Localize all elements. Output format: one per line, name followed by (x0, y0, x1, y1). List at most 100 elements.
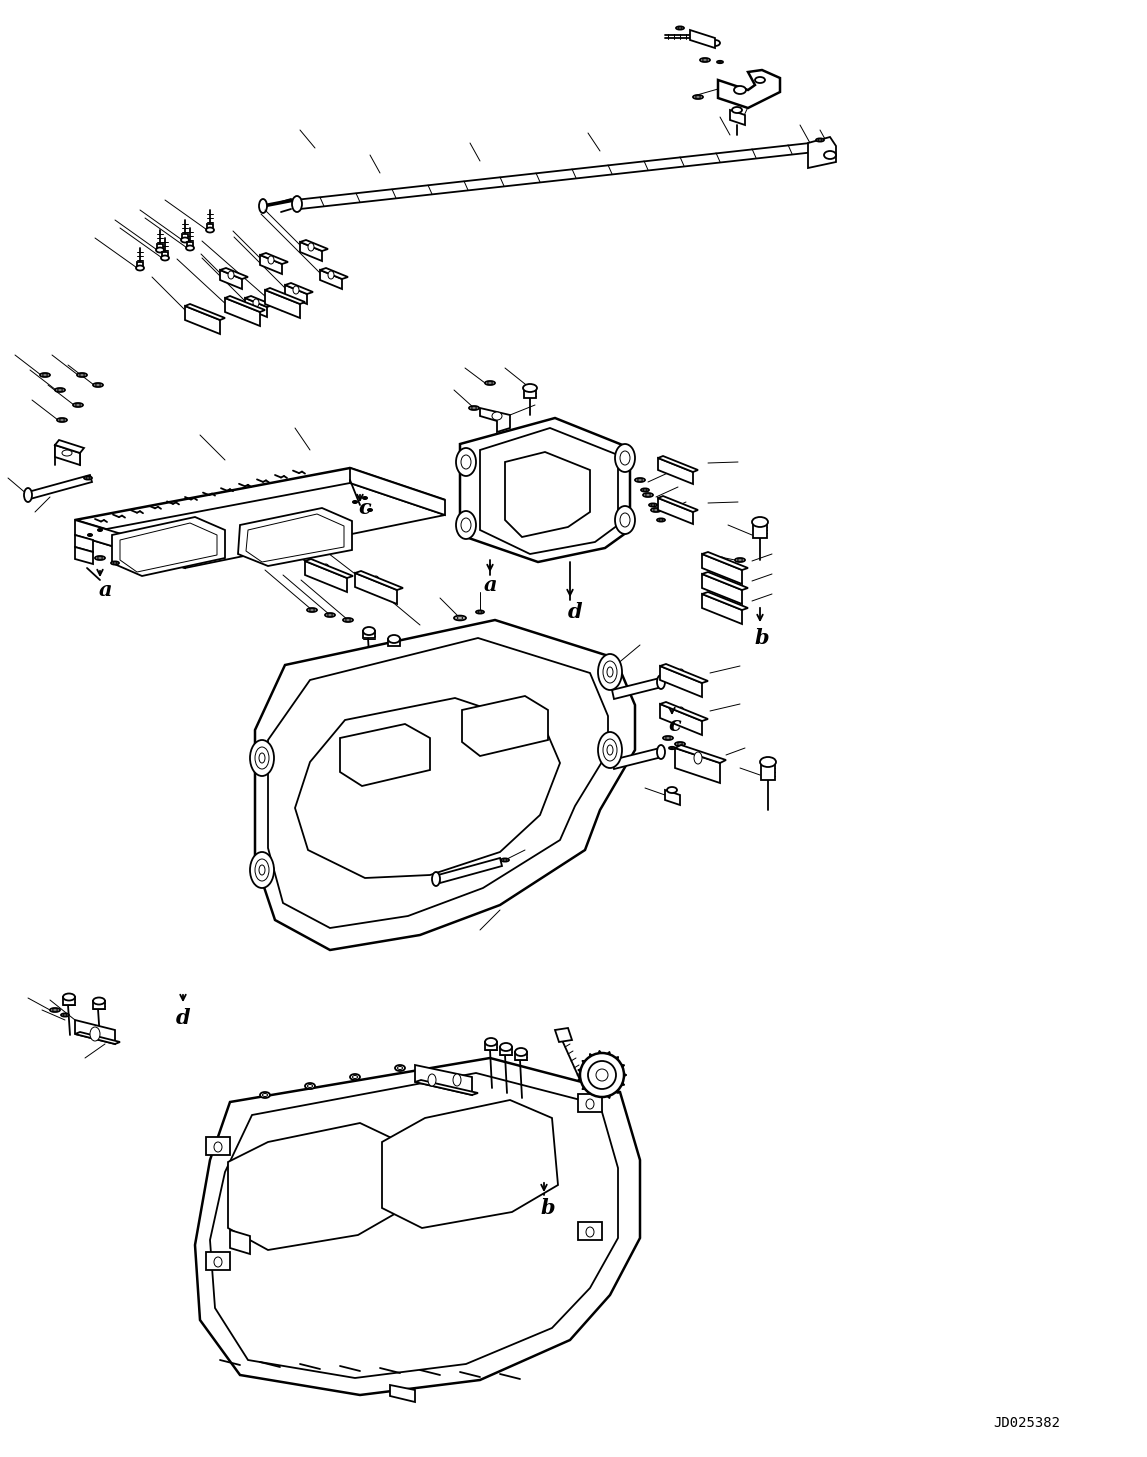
Ellipse shape (760, 758, 777, 766)
Ellipse shape (260, 1091, 270, 1099)
Text: b: b (540, 1198, 555, 1218)
Polygon shape (75, 1020, 115, 1045)
Ellipse shape (732, 106, 742, 114)
Ellipse shape (816, 138, 824, 141)
Ellipse shape (598, 731, 622, 768)
Ellipse shape (588, 1061, 616, 1088)
Ellipse shape (367, 508, 373, 511)
Polygon shape (75, 1032, 120, 1045)
Ellipse shape (198, 309, 205, 318)
Ellipse shape (86, 478, 89, 479)
Ellipse shape (663, 736, 673, 740)
Polygon shape (75, 484, 445, 568)
Ellipse shape (76, 404, 80, 407)
Text: d: d (175, 1008, 190, 1029)
Polygon shape (320, 270, 342, 288)
Polygon shape (479, 408, 510, 431)
Text: a: a (99, 580, 111, 600)
Ellipse shape (253, 299, 259, 307)
Polygon shape (718, 70, 780, 108)
Ellipse shape (681, 753, 687, 755)
Polygon shape (612, 747, 662, 769)
Ellipse shape (738, 559, 742, 561)
Ellipse shape (580, 1053, 624, 1097)
Polygon shape (320, 268, 348, 278)
Ellipse shape (136, 265, 145, 271)
Ellipse shape (53, 1010, 57, 1011)
Ellipse shape (651, 508, 661, 511)
Text: JD025382: JD025382 (993, 1416, 1060, 1429)
Polygon shape (260, 255, 282, 274)
Ellipse shape (352, 1075, 358, 1078)
Ellipse shape (62, 450, 72, 456)
Polygon shape (220, 268, 248, 278)
Ellipse shape (214, 1142, 223, 1152)
Polygon shape (658, 456, 699, 472)
Polygon shape (63, 997, 75, 1005)
Ellipse shape (373, 576, 379, 584)
Ellipse shape (660, 519, 663, 520)
Polygon shape (265, 288, 305, 305)
Ellipse shape (50, 1008, 60, 1013)
Polygon shape (505, 452, 590, 538)
Ellipse shape (259, 753, 265, 763)
Polygon shape (55, 444, 80, 465)
Polygon shape (578, 1222, 602, 1240)
Ellipse shape (755, 77, 765, 83)
Ellipse shape (461, 519, 471, 532)
Ellipse shape (325, 613, 335, 616)
Ellipse shape (646, 494, 650, 495)
Polygon shape (225, 296, 265, 312)
Ellipse shape (719, 557, 725, 565)
Polygon shape (702, 592, 748, 610)
Ellipse shape (638, 479, 642, 481)
Ellipse shape (432, 871, 440, 886)
Ellipse shape (693, 95, 703, 99)
Ellipse shape (42, 374, 47, 376)
Ellipse shape (77, 373, 87, 377)
Ellipse shape (239, 302, 245, 309)
Polygon shape (93, 1001, 106, 1010)
Ellipse shape (668, 787, 677, 793)
Ellipse shape (79, 374, 85, 376)
Polygon shape (415, 1080, 478, 1096)
Ellipse shape (515, 1048, 526, 1056)
Polygon shape (658, 495, 699, 511)
Ellipse shape (307, 608, 317, 612)
Ellipse shape (63, 994, 75, 1001)
Polygon shape (362, 631, 375, 638)
Text: c: c (669, 715, 681, 734)
Polygon shape (206, 224, 213, 230)
Ellipse shape (504, 860, 507, 861)
Polygon shape (220, 270, 242, 288)
Polygon shape (438, 858, 502, 883)
Ellipse shape (214, 1257, 223, 1268)
Polygon shape (120, 523, 217, 573)
Ellipse shape (598, 654, 622, 691)
Ellipse shape (307, 1084, 312, 1087)
Ellipse shape (678, 669, 684, 678)
Ellipse shape (89, 1027, 100, 1040)
Ellipse shape (643, 490, 647, 491)
Ellipse shape (305, 1083, 315, 1088)
Ellipse shape (259, 865, 265, 876)
Polygon shape (206, 1136, 231, 1155)
Ellipse shape (649, 504, 657, 507)
Polygon shape (268, 638, 608, 928)
Ellipse shape (156, 248, 164, 252)
Ellipse shape (476, 610, 484, 613)
Polygon shape (752, 522, 767, 538)
Ellipse shape (665, 737, 671, 739)
Ellipse shape (292, 286, 299, 294)
Text: d: d (568, 602, 583, 622)
Ellipse shape (457, 616, 463, 619)
Ellipse shape (501, 858, 509, 861)
Ellipse shape (350, 1074, 360, 1080)
Ellipse shape (615, 506, 635, 535)
Text: b: b (755, 628, 770, 648)
Ellipse shape (735, 558, 746, 562)
Ellipse shape (161, 255, 169, 261)
Polygon shape (702, 574, 742, 605)
Polygon shape (206, 1252, 231, 1271)
Polygon shape (112, 517, 225, 576)
